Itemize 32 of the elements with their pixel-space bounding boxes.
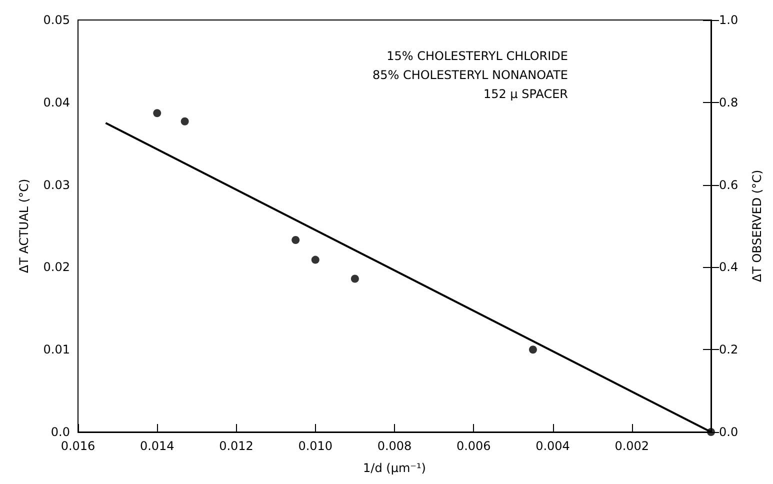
annotation: 85% CHOLESTERYL NONANOATE — [372, 68, 568, 82]
x-tick-label: 0.014 — [140, 439, 174, 453]
x-tick-label: 0.008 — [377, 439, 412, 453]
y2-tick-label: 0.6 — [719, 178, 738, 192]
y2-tick-label: 0.4 — [719, 260, 738, 274]
y-tick-label: 0.0 — [50, 425, 70, 439]
y2-tick-label: 0.2 — [719, 342, 738, 357]
x-tick-label: 0.012 — [219, 439, 254, 453]
annotation: 15% CHOLESTERYL CHLORIDE — [386, 49, 568, 63]
point — [153, 109, 162, 118]
y-tick-label: 0.05 — [43, 13, 70, 27]
x-tick-label: 0.016 — [60, 439, 96, 453]
point — [292, 236, 300, 244]
y2-axis-title: ΔT OBSERVED (°C) — [750, 170, 764, 282]
y2-tick-label: 0.8 — [719, 95, 738, 110]
y-tick-label: 0.03 — [43, 178, 70, 192]
x-axis-title: 1/d (μm⁻¹) — [363, 461, 426, 475]
y-tick-label: 0.02 — [43, 260, 70, 274]
point — [180, 117, 189, 126]
point — [311, 256, 320, 264]
annotation: 152 μ SPACER — [483, 87, 568, 101]
y2-tick-label: 0.0 — [719, 425, 738, 439]
point — [350, 274, 359, 283]
point — [528, 346, 537, 354]
x-tick-label: 0.010 — [298, 439, 333, 453]
y2-tick-label: 1.0 — [719, 13, 738, 27]
x-tick-label: 0.002 — [614, 439, 650, 453]
y-axis-title: ΔT ACTUAL (°C) — [17, 178, 31, 274]
y-tick-label: 0.04 — [43, 95, 70, 110]
x-tick-label: 0.004 — [536, 439, 570, 453]
x-tick-label: 0.006 — [456, 439, 491, 453]
y-tick-label: 0.01 — [43, 342, 70, 357]
